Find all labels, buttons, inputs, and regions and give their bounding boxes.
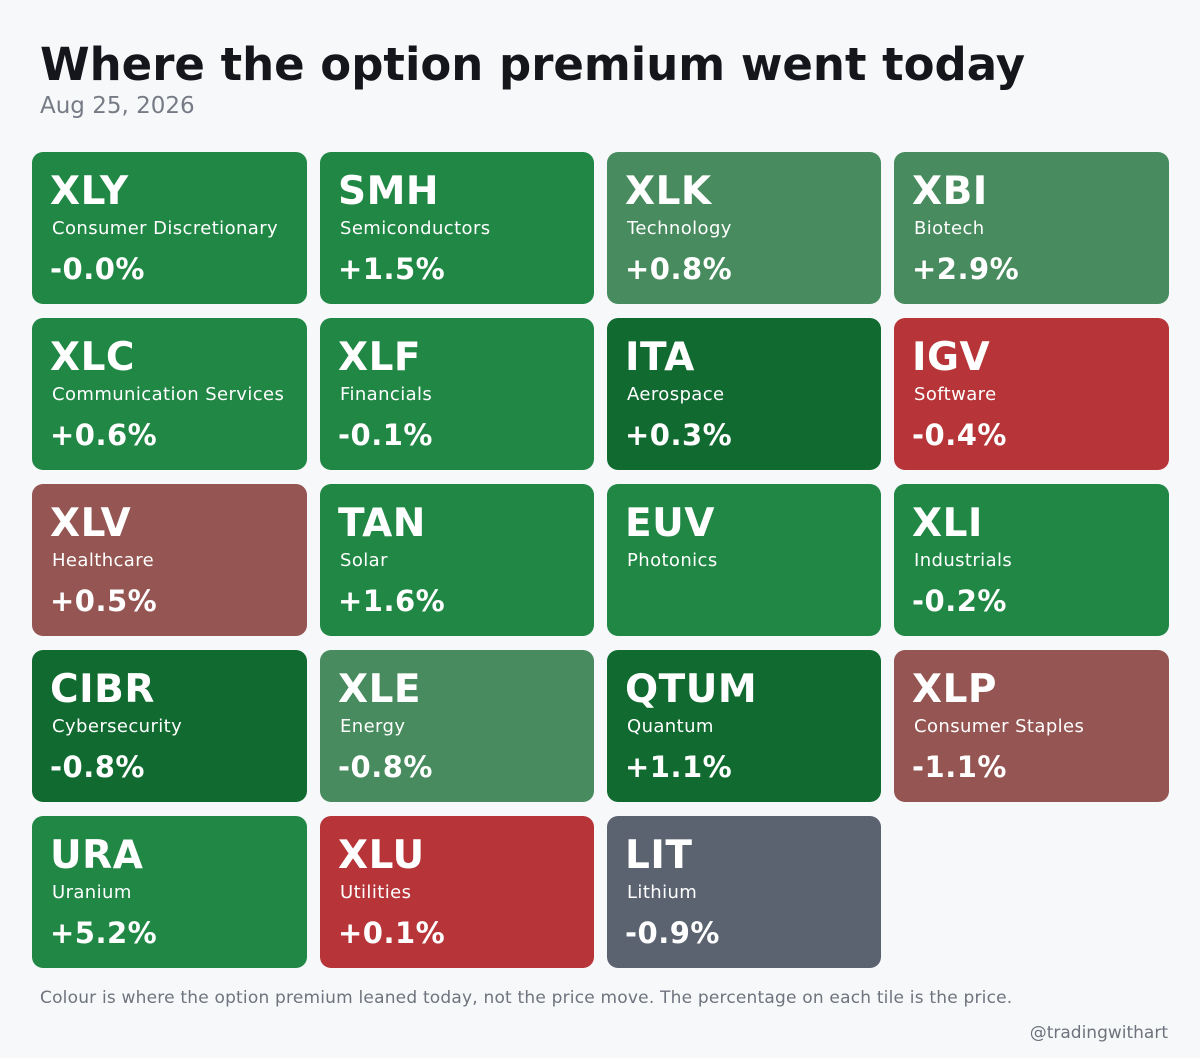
tile-price-change: -1.1% <box>912 750 1007 784</box>
tile-ticker: IGV <box>912 335 991 380</box>
tile-qtum[interactable]: QTUM Quantum +1.1% <box>607 650 881 802</box>
tile-price-change: -0.2% <box>912 584 1007 618</box>
tile-ticker: QTUM <box>625 667 758 712</box>
tile-sector: Quantum <box>627 716 714 737</box>
tile-sector: Lithium <box>627 882 698 903</box>
tile-euv[interactable]: EUV Photonics <box>607 484 881 636</box>
tile-ticker: XLP <box>912 667 998 712</box>
tile-sector: Energy <box>340 716 406 737</box>
tile-ticker: XLV <box>50 501 132 546</box>
tile-ticker: LIT <box>625 833 693 878</box>
tile-price-change: -0.9% <box>625 916 720 950</box>
tile-price-change: +0.1% <box>338 916 446 950</box>
tile-price-change: +1.1% <box>625 750 733 784</box>
page-date: Aug 25, 2026 <box>40 93 195 119</box>
footnote: Colour is where the option premium leane… <box>40 988 1013 1008</box>
page-title: Where the option premium went today <box>40 38 1026 91</box>
sector-tile-grid: XLY Consumer Discretionary -0.0% SMH Sem… <box>32 152 1169 968</box>
tile-xli[interactable]: XLI Industrials -0.2% <box>894 484 1169 636</box>
tile-price-change: +0.6% <box>50 418 158 452</box>
tile-price-change: +0.3% <box>625 418 733 452</box>
tile-ticker: XLU <box>338 833 425 878</box>
tile-igv[interactable]: IGV Software -0.4% <box>894 318 1169 470</box>
tile-ticker: XLC <box>50 335 136 380</box>
tile-xlv[interactable]: XLV Healthcare +0.5% <box>32 484 307 636</box>
tile-price-change: +0.8% <box>625 252 733 286</box>
tile-price-change: -0.1% <box>338 418 433 452</box>
tile-ticker: ITA <box>625 335 695 380</box>
tile-sector: Financials <box>340 384 433 405</box>
tile-sector: Cybersecurity <box>52 716 183 737</box>
tile-ura[interactable]: URA Uranium +5.2% <box>32 816 307 968</box>
tile-sector: Consumer Discretionary <box>52 218 279 239</box>
tile-sector: Industrials <box>914 550 1013 571</box>
tile-price-change: +2.9% <box>912 252 1020 286</box>
tile-lit[interactable]: LIT Lithium -0.9% <box>607 816 881 968</box>
tile-xbi[interactable]: XBI Biotech +2.9% <box>894 152 1169 304</box>
tile-xlk[interactable]: XLK Technology +0.8% <box>607 152 881 304</box>
tile-ticker: XLF <box>338 335 422 380</box>
tile-ticker: XLE <box>338 667 422 712</box>
tile-sector: Software <box>914 384 997 405</box>
tile-sector: Communication Services <box>52 384 285 405</box>
tile-xlu[interactable]: XLU Utilities +0.1% <box>320 816 594 968</box>
tile-ticker: XLI <box>912 501 983 546</box>
tile-tan[interactable]: TAN Solar +1.6% <box>320 484 594 636</box>
tile-sector: Consumer Staples <box>914 716 1085 737</box>
tile-sector: Photonics <box>627 550 718 571</box>
tile-price-change: -0.0% <box>50 252 145 286</box>
tile-ticker: TAN <box>338 501 426 546</box>
tile-price-change: +1.5% <box>338 252 446 286</box>
tile-ticker: CIBR <box>50 667 155 712</box>
tile-cibr[interactable]: CIBR Cybersecurity -0.8% <box>32 650 307 802</box>
tile-sector: Utilities <box>340 882 412 903</box>
tile-price-change: -0.4% <box>912 418 1007 452</box>
tile-ticker: SMH <box>338 169 440 214</box>
tile-sector: Aerospace <box>627 384 725 405</box>
tile-xlf[interactable]: XLF Financials -0.1% <box>320 318 594 470</box>
tile-price-change: +0.5% <box>50 584 158 618</box>
tile-sector: Technology <box>627 218 732 239</box>
tile-sector: Solar <box>340 550 388 571</box>
tile-sector: Biotech <box>914 218 985 239</box>
tile-sector: Semiconductors <box>340 218 491 239</box>
tile-xlc[interactable]: XLC Communication Services +0.6% <box>32 318 307 470</box>
tile-ticker: EUV <box>625 501 715 546</box>
tile-xlp[interactable]: XLP Consumer Staples -1.1% <box>894 650 1169 802</box>
author-handle: @tradingwithart <box>1029 1023 1168 1043</box>
tile-price-change: -0.8% <box>50 750 145 784</box>
tile-ticker: XBI <box>912 169 988 214</box>
tile-ticker: URA <box>50 833 144 878</box>
tile-ticker: XLK <box>625 169 712 214</box>
tile-price-change: +1.6% <box>338 584 446 618</box>
tile-sector: Uranium <box>52 882 132 903</box>
tile-ita[interactable]: ITA Aerospace +0.3% <box>607 318 881 470</box>
tile-smh[interactable]: SMH Semiconductors +1.5% <box>320 152 594 304</box>
tile-sector: Healthcare <box>52 550 155 571</box>
tile-xly[interactable]: XLY Consumer Discretionary -0.0% <box>32 152 307 304</box>
tile-xle[interactable]: XLE Energy -0.8% <box>320 650 594 802</box>
tile-price-change: +5.2% <box>50 916 158 950</box>
tile-price-change: -0.8% <box>338 750 433 784</box>
tile-ticker: XLY <box>50 169 129 214</box>
